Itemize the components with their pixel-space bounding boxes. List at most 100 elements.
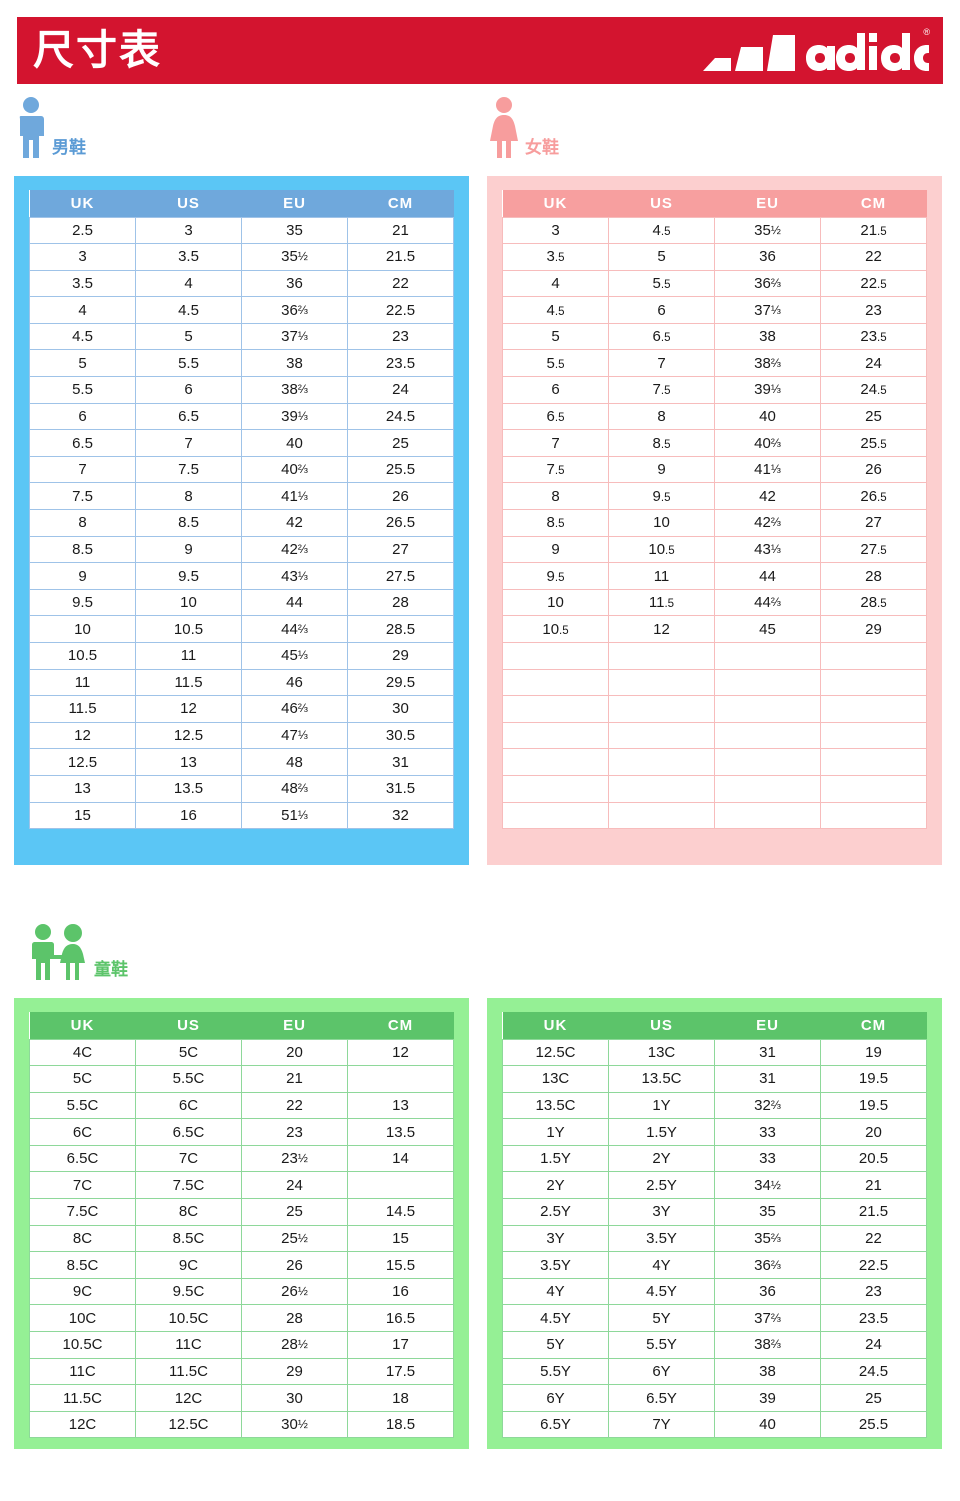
women-cell-uk: 8 — [502, 482, 609, 511]
women-cell-eu — [714, 668, 821, 697]
table-row: 4.5 6 37⅓ 23 — [502, 296, 927, 324]
table-row: 10 11.5 44⅔ 28.5 — [502, 588, 927, 617]
kids-left-cell-eu: 25½ — [241, 1224, 348, 1253]
women-cell-us — [608, 695, 715, 723]
kids-left-cell-eu: 26 — [241, 1251, 348, 1279]
kids-left-cell-uk: 11.5C — [29, 1384, 136, 1412]
table-row: 11.5 12 46⅔ 30 — [29, 695, 454, 723]
women-cell-us: 8 — [608, 402, 715, 431]
kids-left-cell-cm: 15.5 — [347, 1251, 454, 1279]
women-cell-cm: 27.5 — [820, 535, 927, 564]
kids-right-cell-cm: 25 — [820, 1384, 927, 1412]
table-row: 5Y 5.5Y 38⅔ 24 — [502, 1331, 927, 1359]
men-cell-uk: 11 — [29, 668, 136, 697]
men-cell-eu: 45⅓ — [241, 642, 348, 670]
women-cell-cm: 26 — [820, 455, 927, 484]
women-cell-eu: 45 — [714, 615, 821, 643]
section-label-women: 女鞋 — [487, 96, 559, 158]
men-cell-eu: 43⅓ — [241, 562, 348, 590]
table-row: 8.5 9 42⅔ 27 — [29, 535, 454, 564]
kids-right-cell-eu: 38⅔ — [714, 1331, 821, 1359]
men-cell-uk: 2.5 — [29, 216, 136, 245]
women-table-head: UK US EU CM — [502, 190, 927, 217]
kids-right-cell-cm: 24 — [820, 1331, 927, 1359]
kids-left-header-row: UK US EU CM — [29, 1012, 454, 1039]
table-row: 7 8.5 40⅔ 25.5 — [502, 429, 927, 457]
men-cell-cm: 28.5 — [347, 615, 454, 643]
table-row — [502, 695, 927, 723]
men-cell-uk: 6 — [29, 402, 136, 431]
women-cell-eu: 38 — [714, 322, 821, 351]
men-cell-eu: 46 — [241, 668, 348, 697]
kids-right-cell-us: 5Y — [608, 1304, 715, 1333]
men-cell-eu: 51⅓ — [241, 801, 348, 830]
kids-left-cell-uk: 6.5C — [29, 1144, 136, 1173]
men-cell-uk: 11.5 — [29, 695, 136, 723]
women-cell-us: 10.5 — [608, 535, 715, 564]
men-cell-uk: 10 — [29, 615, 136, 643]
section-label-men: 男鞋 — [14, 96, 86, 158]
kids-right-cell-cm: 21.5 — [820, 1198, 927, 1226]
kids-right-cell-eu: 31 — [714, 1038, 821, 1067]
kids-left-cell-cm: 17.5 — [347, 1357, 454, 1386]
women-cell-cm: 21.5 — [820, 216, 927, 245]
kids-right-cell-us: 6Y — [608, 1357, 715, 1386]
kids-left-cell-us: 8.5C — [135, 1224, 242, 1253]
table-row — [502, 721, 927, 750]
kids-right-cell-eu: 39 — [714, 1384, 821, 1412]
women-col-header-cm: CM — [820, 190, 927, 217]
kids-right-cell-uk: 1.5Y — [502, 1144, 609, 1173]
men-cell-uk: 6.5 — [29, 429, 136, 457]
kids-right-cell-cm: 20.5 — [820, 1144, 927, 1173]
table-row: 9 10.5 43⅓ 27.5 — [502, 535, 927, 564]
women-cell-cm — [820, 801, 927, 830]
kids-left-cell-uk: 7C — [29, 1171, 136, 1200]
men-cell-eu: 38 — [241, 349, 348, 378]
women-cell-eu: 37⅓ — [714, 296, 821, 324]
kids-left-cell-us: 7C — [135, 1144, 242, 1173]
table-row — [502, 748, 927, 776]
women-cell-uk: 10.5 — [502, 615, 609, 643]
women-cell-us — [608, 668, 715, 697]
section-label-men-text: 男鞋 — [52, 138, 86, 157]
kids-right-cell-uk: 5Y — [502, 1331, 609, 1359]
men-cell-cm: 24.5 — [347, 402, 454, 431]
kids-left-table-panel: UK US EU CM 4C 5C 20 12 5C 5.5C 21 5.5C 6C 22 13 6C 6.5… — [14, 998, 469, 1449]
women-cell-us: 4.5 — [608, 216, 715, 245]
men-cell-eu: 36⅔ — [241, 296, 348, 324]
men-cell-uk: 9.5 — [29, 588, 136, 617]
women-cell-cm: 25.5 — [820, 429, 927, 457]
kids-left-cell-uk: 7.5C — [29, 1198, 136, 1226]
women-cell-us: 9 — [608, 455, 715, 484]
men-cell-uk: 15 — [29, 801, 136, 830]
women-cell-cm: 24.5 — [820, 376, 927, 404]
table-row: 3.5 5 36 22 — [502, 243, 927, 271]
table-row: 7.5 9 41⅓ 26 — [502, 455, 927, 484]
kids-right-cell-uk: 4.5Y — [502, 1304, 609, 1333]
section-label-kids: 童鞋 — [28, 918, 128, 980]
kids-left-cell-uk: 12C — [29, 1410, 136, 1439]
woman-icon — [490, 97, 518, 158]
kids-left-cell-us: 5C — [135, 1038, 242, 1067]
men-cell-cm: 27.5 — [347, 562, 454, 590]
men-cell-cm: 29 — [347, 642, 454, 670]
men-cell-us: 4 — [135, 269, 242, 298]
women-cell-uk: 6 — [502, 376, 609, 404]
men-cell-cm: 22.5 — [347, 296, 454, 324]
kids-left-cell-us: 12.5C — [135, 1410, 242, 1439]
kids-icon — [32, 924, 85, 980]
women-col-header-uk: UK — [502, 190, 609, 217]
women-cell-us: 10 — [608, 509, 715, 537]
kids-right-cell-us: 1Y — [608, 1091, 715, 1120]
table-row: 8 9.5 42 26.5 — [502, 482, 927, 511]
women-cell-cm: 22.5 — [820, 269, 927, 298]
women-cell-eu: 44⅔ — [714, 588, 821, 617]
table-row: 2.5Y 3Y 35 21.5 — [502, 1198, 927, 1226]
women-cell-us: 8.5 — [608, 429, 715, 457]
women-cell-us: 7 — [608, 349, 715, 378]
men-col-header-eu: EU — [241, 190, 348, 217]
men-cell-cm: 29.5 — [347, 668, 454, 697]
kids-right-cell-cm: 22.5 — [820, 1251, 927, 1279]
kids-left-cell-cm: 17 — [347, 1331, 454, 1359]
kids-left-cell-cm: 14.5 — [347, 1198, 454, 1226]
